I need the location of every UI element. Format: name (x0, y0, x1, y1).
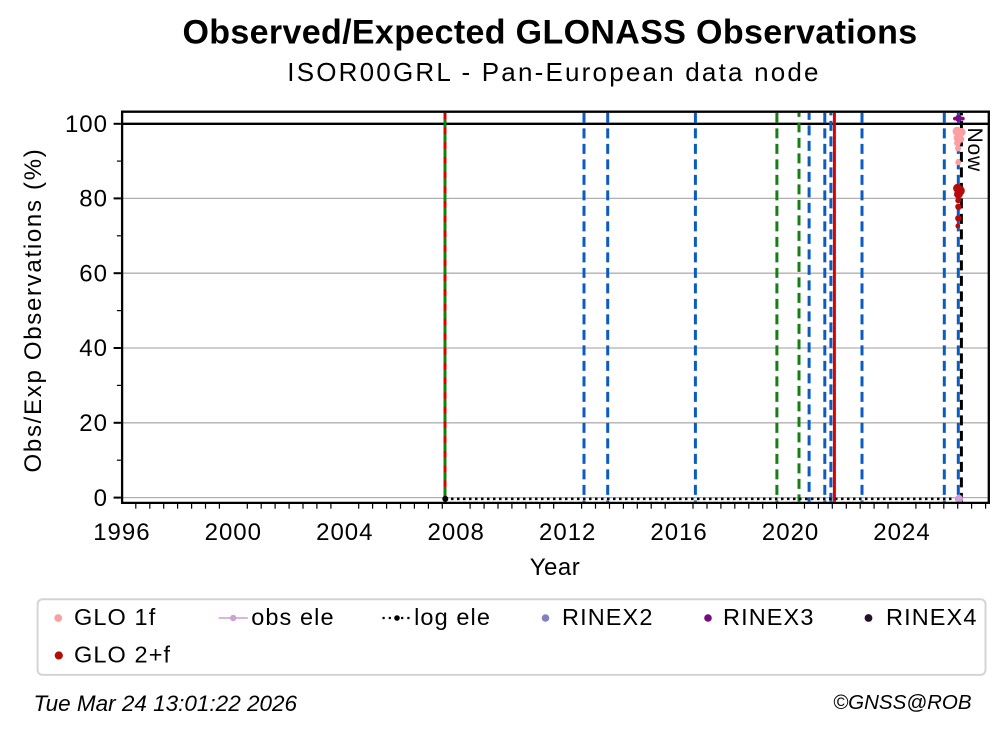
svg-text:log ele: log ele (414, 604, 491, 630)
svg-text:60: 60 (79, 260, 108, 287)
svg-text:2000: 2000 (205, 519, 262, 546)
svg-text:Tue Mar 24 13:01:22 2026: Tue Mar 24 13:01:22 2026 (34, 691, 298, 716)
svg-text:2020: 2020 (762, 519, 819, 546)
svg-text:Observed/Expected GLONASS Obse: Observed/Expected GLONASS Observations (182, 13, 917, 51)
svg-text:RINEX2: RINEX2 (562, 604, 654, 630)
svg-text:100: 100 (65, 111, 108, 138)
svg-text:Now: Now (963, 128, 986, 172)
svg-text:40: 40 (79, 335, 108, 362)
svg-text:GLO 2+f: GLO 2+f (74, 642, 171, 668)
svg-text:©GNSS@ROB: ©GNSS@ROB (833, 691, 971, 714)
svg-text:2004: 2004 (316, 519, 373, 546)
svg-text:1996: 1996 (93, 519, 150, 546)
svg-text:0: 0 (94, 485, 108, 512)
svg-text:Year: Year (530, 554, 581, 581)
svg-text:Obs/Exp Observations (%): Obs/Exp Observations (%) (20, 148, 47, 473)
svg-text:ISOR00GRL - Pan-European data: ISOR00GRL - Pan-European data node (287, 57, 820, 87)
svg-text:RINEX4: RINEX4 (886, 604, 978, 630)
svg-text:2012: 2012 (539, 519, 596, 546)
svg-text:RINEX3: RINEX3 (723, 604, 815, 630)
svg-text:obs ele: obs ele (251, 604, 334, 630)
svg-text:2024: 2024 (873, 519, 930, 546)
svg-text:2008: 2008 (428, 519, 485, 546)
svg-text:80: 80 (79, 186, 108, 213)
svg-text:20: 20 (79, 410, 108, 437)
svg-text:GLO 1f: GLO 1f (74, 604, 156, 630)
svg-text:2016: 2016 (650, 519, 707, 546)
